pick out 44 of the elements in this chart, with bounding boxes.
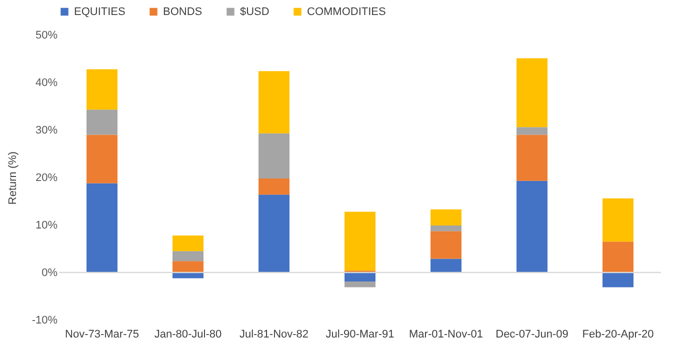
x-tick-label: Jul-90-Mar-91 (326, 328, 394, 340)
y-axis-title: Return (%) (6, 151, 19, 205)
bar (602, 198, 634, 242)
bar (516, 58, 548, 128)
bar (516, 180, 548, 272)
bar (258, 133, 290, 178)
bar (86, 134, 118, 184)
legend-label: COMMODITIES (307, 6, 386, 18)
bar (430, 225, 462, 232)
y-tick-label: 20% (35, 172, 58, 184)
bar (86, 183, 118, 272)
bar (430, 231, 462, 259)
x-tick-label: Feb-20-Apr-20 (582, 328, 654, 340)
x-tick-label: Nov-73-Mar-75 (65, 328, 139, 340)
bar (172, 261, 204, 272)
x-tick-label: Mar-01-Nov-01 (409, 328, 483, 340)
bar (86, 110, 118, 135)
legend-label: BONDS (163, 6, 202, 18)
bar (602, 242, 634, 272)
bar (344, 272, 376, 282)
x-tick-label: Jan-80-Jul-80 (154, 328, 222, 340)
y-tick-label: 30% (35, 124, 58, 136)
bar (344, 212, 376, 271)
y-tick-label: 0% (42, 267, 58, 279)
bar (516, 134, 548, 181)
bar (430, 258, 462, 272)
y-tick-label: -10% (32, 314, 58, 326)
bar (258, 194, 290, 272)
bar (430, 209, 462, 226)
legend-label: EQUITIES (74, 6, 126, 18)
bar (258, 178, 290, 195)
x-tick-label: Dec-07-Jun-09 (496, 328, 568, 340)
bar (602, 272, 634, 288)
x-tick-label: Jul-81-Nov-82 (239, 328, 309, 340)
y-tick-label: 40% (35, 77, 58, 89)
bar (172, 235, 204, 252)
y-tick-label: 50% (35, 30, 58, 42)
bar (344, 282, 376, 288)
legend-label: $USD (240, 6, 270, 18)
y-tick-label: 10% (35, 220, 58, 232)
bar (258, 71, 290, 134)
bar (172, 251, 204, 262)
bar (516, 127, 548, 135)
bar (86, 69, 118, 110)
